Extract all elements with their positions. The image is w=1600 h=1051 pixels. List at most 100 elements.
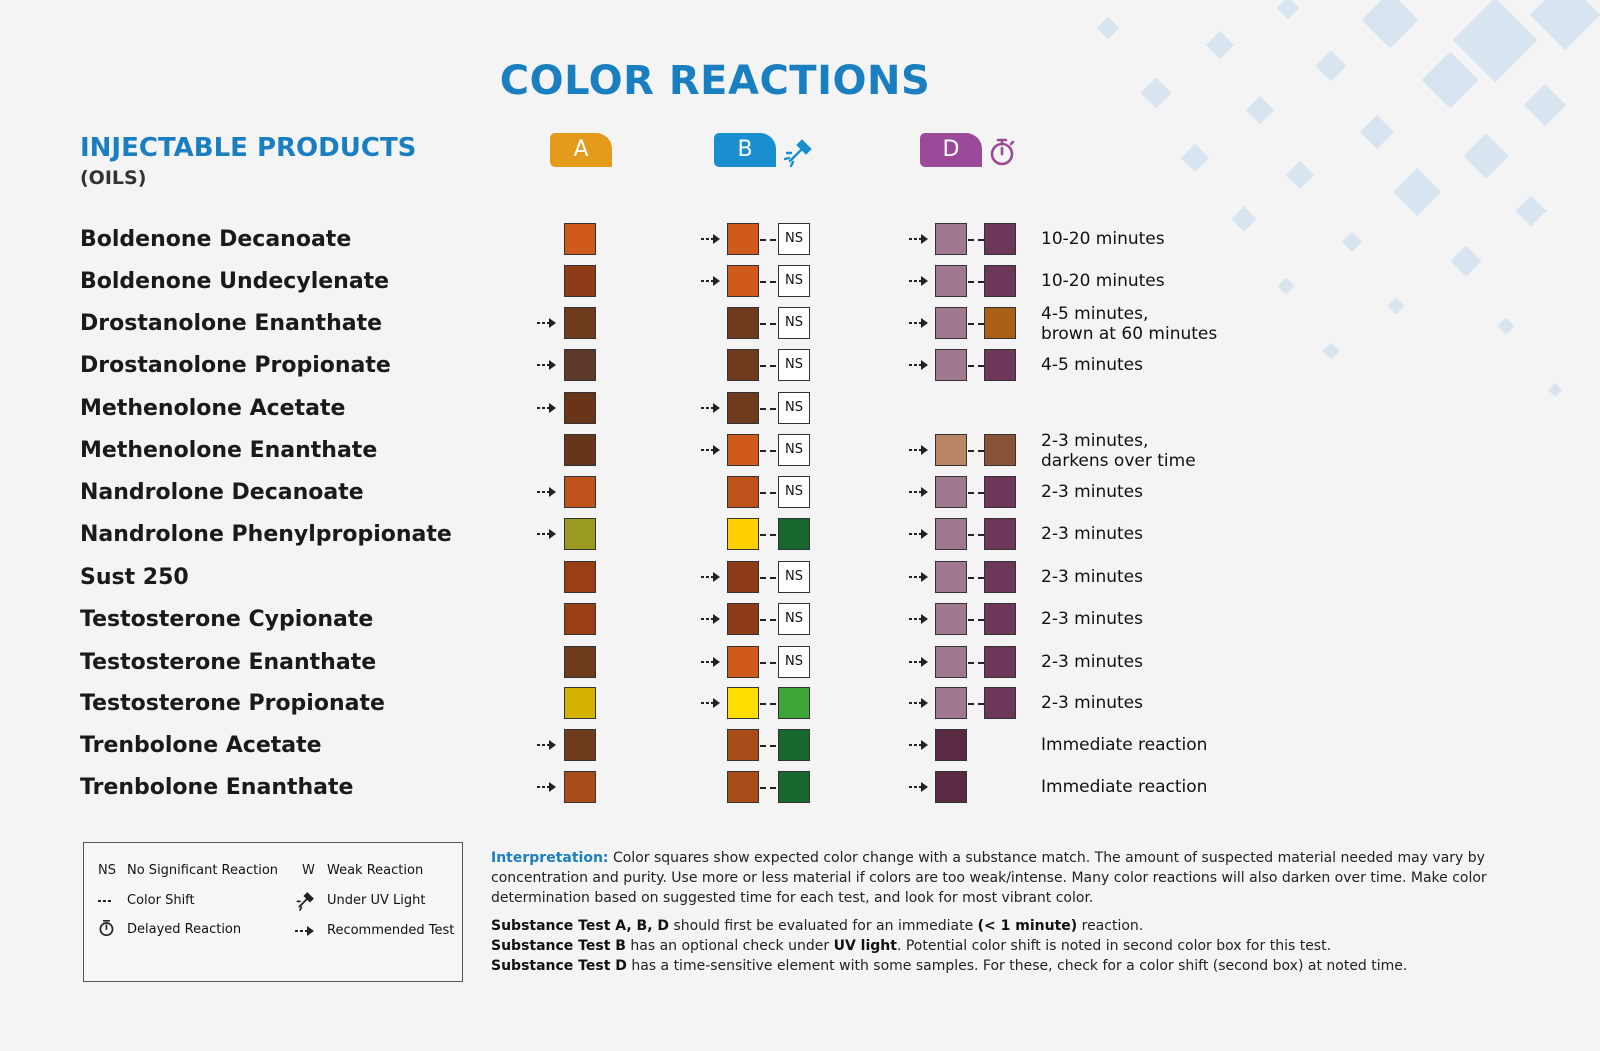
reaction-time-line: Immediate reaction: [1041, 735, 1208, 755]
recommended-arrow-icon: [537, 740, 556, 750]
table-row: Nandrolone Phenylpropionate 2-3 minutes: [0, 515, 1600, 555]
recommended-arrow-icon: [909, 318, 928, 328]
product-name: Nandrolone Phenylpropionate: [80, 522, 452, 547]
legend-ns: No Significant Reaction: [127, 863, 279, 878]
test-b-swatch: [727, 349, 759, 381]
legend-delayed: Delayed Reaction: [127, 922, 242, 937]
legend-color-shift: Color Shift: [127, 893, 195, 908]
recommended-arrow-icon: [909, 276, 928, 286]
test-a-badge: A: [550, 133, 612, 167]
color-shift-dash: [760, 577, 776, 579]
test-d-swatch: [935, 307, 967, 339]
test-d-swatch: [935, 603, 967, 635]
section-title: INJECTABLE PRODUCTS: [80, 133, 417, 163]
color-shift-dash: [968, 239, 984, 241]
test-a-swatch: [564, 476, 596, 508]
product-name: Methenolone Acetate: [80, 396, 346, 421]
color-shift-dash: [968, 323, 984, 325]
reaction-time: 2-3 minutes: [1041, 482, 1143, 502]
test-a-swatch: [564, 307, 596, 339]
test-b-swatch: [727, 476, 759, 508]
ns-box: NS: [778, 646, 810, 678]
color-shift-dash: [968, 365, 984, 367]
test-d-shift-swatch: [984, 603, 1016, 635]
note-1-bold-2: (< 1 minute): [977, 918, 1078, 934]
interpretation-notes: Interpretation: Color squares show expec…: [491, 848, 1491, 976]
uv-light-icon: [296, 892, 314, 911]
color-shift-dash: [760, 365, 776, 367]
ns-box: NS: [778, 476, 810, 508]
product-name: Methenolone Enanthate: [80, 438, 378, 463]
test-d-shift-swatch: [984, 687, 1016, 719]
ns-box: NS: [778, 603, 810, 635]
recommended-arrow-icon: [909, 572, 928, 582]
test-b-swatch: [727, 603, 759, 635]
interpretation-text: Color squares show expected color change…: [491, 850, 1487, 906]
ns-box: NS: [778, 307, 810, 339]
note-1-text: should first be evaluated for an immedia…: [669, 918, 978, 934]
test-d-swatch: [935, 518, 967, 550]
test-d-shift-swatch: [984, 265, 1016, 297]
product-name: Trenbolone Enanthate: [80, 775, 354, 800]
table-row: Sust 250 NS 2-3 minutes: [0, 558, 1600, 598]
test-d-swatch: [935, 687, 967, 719]
recommended-arrow-icon: [909, 657, 928, 667]
reaction-time-line: 2-3 minutes: [1041, 567, 1143, 587]
color-shift-dash: [968, 492, 984, 494]
color-shift-dash: [968, 619, 984, 621]
recommended-arrow-icon: [701, 234, 720, 244]
test-b-uv-swatch: [778, 518, 810, 550]
test-d-swatch: [935, 349, 967, 381]
table-row: Drostanolone Propionate NS 4-5 minutes: [0, 346, 1600, 386]
color-shift-dash: [760, 619, 776, 621]
reaction-time: 2-3 minutes: [1041, 567, 1143, 587]
test-d-shift-swatch: [984, 561, 1016, 593]
color-shift-dash: [760, 745, 776, 747]
color-shift-dash: [968, 577, 984, 579]
table-row: Drostanolone Enanthate NS 4-5 minutes, brow…: [0, 304, 1600, 344]
table-row: Boldenone Decanoate NS 10-20 minutes: [0, 220, 1600, 260]
ns-symbol: NS: [98, 863, 116, 878]
recommended-arrow-icon: [701, 614, 720, 624]
test-d-swatch: [935, 561, 967, 593]
page-title: COLOR REACTIONS: [499, 58, 931, 104]
test-a-swatch: [564, 349, 596, 381]
reaction-time: 2-3 minutes: [1041, 609, 1143, 629]
color-shift-dash: [968, 534, 984, 536]
product-name: Testosterone Cypionate: [80, 607, 374, 632]
test-a-swatch: [564, 392, 596, 424]
recommended-arrow-icon: [537, 318, 556, 328]
recommended-arrow-icon: [701, 445, 720, 455]
test-b-swatch: [727, 307, 759, 339]
product-name: Boldenone Decanoate: [80, 227, 352, 252]
color-shift-dash: [760, 450, 776, 452]
reaction-time: 2-3 minutes: [1041, 652, 1143, 672]
test-b-swatch: [727, 687, 759, 719]
ns-box: NS: [778, 392, 810, 424]
test-a-swatch: [564, 687, 596, 719]
note-3-text: has a time-sensitive element with some s…: [626, 958, 1408, 974]
recommended-arrow-icon: [537, 487, 556, 497]
color-shift-dash: [968, 662, 984, 664]
product-name: Drostanolone Enanthate: [80, 311, 383, 336]
test-b-badge: B: [714, 133, 776, 167]
table-row: Methenolone Acetate NS: [0, 389, 1600, 429]
test-a-swatch: [564, 434, 596, 466]
test-a-swatch: [564, 646, 596, 678]
color-shift-icon: [98, 900, 112, 902]
recommended-arrow-icon: [909, 487, 928, 497]
recommended-arrow-icon: [909, 740, 928, 750]
reaction-time: Immediate reaction: [1041, 777, 1207, 797]
test-b-swatch: [727, 265, 759, 297]
recommended-arrow-icon: [909, 445, 928, 455]
reaction-time-line: Immediate reaction: [1041, 777, 1208, 797]
product-name: Testosterone Propionate: [80, 691, 385, 716]
test-a-swatch: [564, 223, 596, 255]
reaction-time-line: brown at 60 minutes: [1041, 324, 1218, 344]
reaction-time: 10-20 minutes: [1041, 271, 1165, 291]
reaction-time: 2-3 minutes, darkens over time: [1041, 431, 1196, 471]
recommended-arrow-icon: [537, 782, 556, 792]
legend-recommended: Recommended Test: [327, 923, 455, 938]
recommended-arrow-icon: [537, 529, 556, 539]
reaction-time: 4-5 minutes, brown at 60 minutes: [1041, 304, 1217, 344]
